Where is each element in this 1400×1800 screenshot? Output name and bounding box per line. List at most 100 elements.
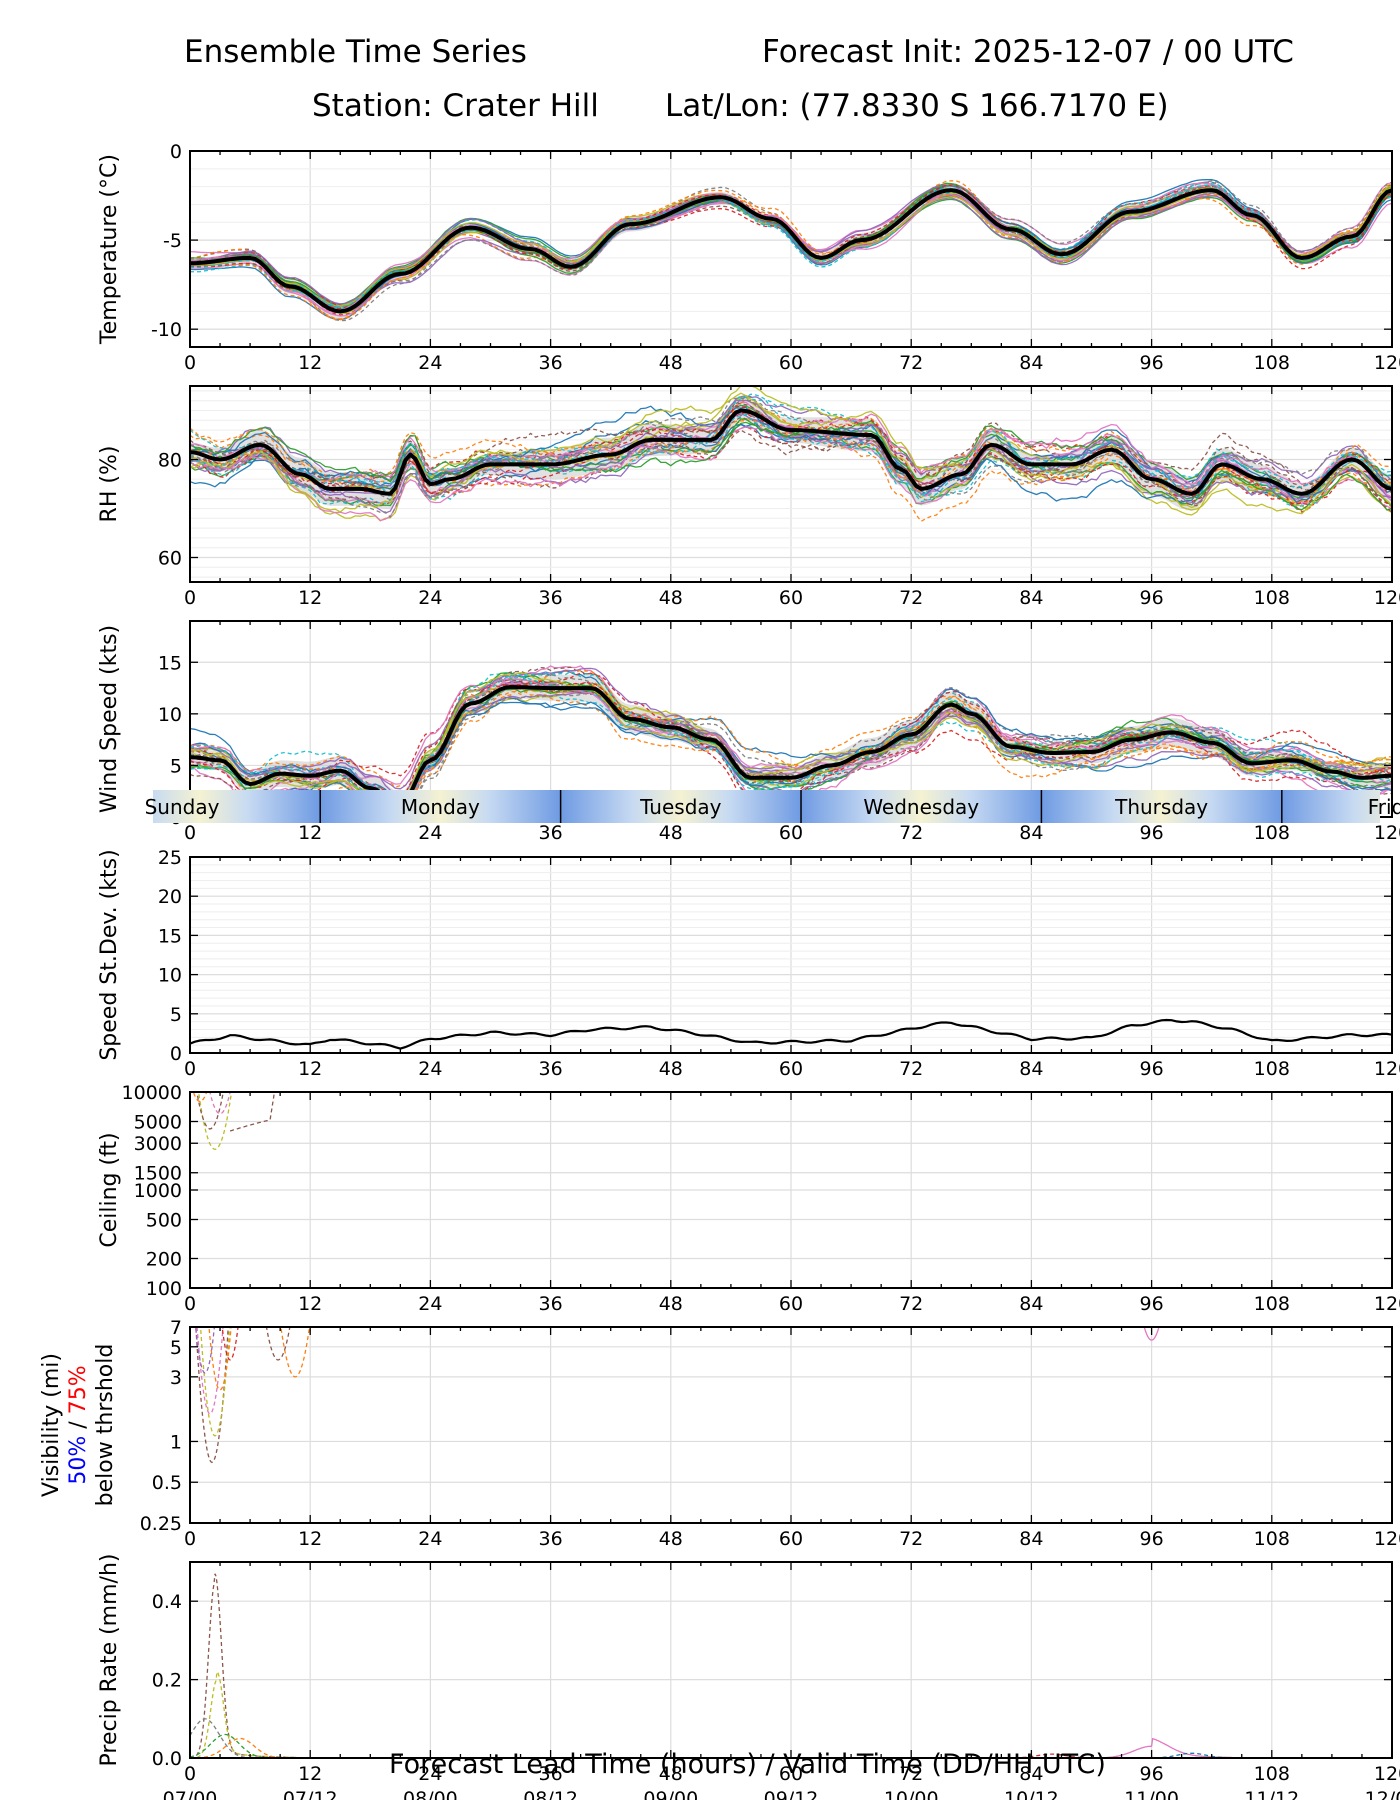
x-tick-label: 11/00 — [1124, 1788, 1179, 1800]
ensemble-mean-line — [190, 408, 1392, 496]
y-axis-label-thresholds: 50% / 75% — [66, 1365, 91, 1484]
forecast-init: Forecast Init: 2025-12-07 / 00 UTC — [762, 34, 1294, 70]
day-band — [1041, 790, 1282, 823]
speed-stdev-line — [190, 1018, 1392, 1050]
x-tick-label: 108 — [1254, 587, 1290, 609]
precip-member — [190, 1718, 285, 1758]
day-label-monday: Monday — [401, 795, 480, 819]
y-tick-label: 60 — [158, 548, 182, 570]
panel-precip: 0 07/00 12 07/12 24 08/00 36 08/12 48 09/00 60 09/1… — [97, 1554, 1400, 1800]
x-axis-label: Forecast Lead Time (hours) / Valid Time … — [389, 1749, 1106, 1780]
plot-area-temperature — [190, 179, 1392, 322]
x-tick-label: 48 — [659, 1763, 683, 1785]
x-tick-label: 36 — [539, 587, 563, 609]
x-tick-label: 72 — [899, 1763, 923, 1785]
y-axis-label: Ceiling (ft) — [97, 1132, 122, 1247]
panel-speed_sd: 0 12 24 36 48 60 72 84 96 108 120 0 5 10 15 20 25 Speed S… — [97, 847, 1400, 1080]
y-tick-label: 15 — [158, 925, 182, 947]
x-tick-label: 60 — [779, 822, 803, 844]
x-tick-label: 24 — [418, 1058, 442, 1080]
ensemble-member — [190, 396, 1392, 508]
day-band — [1281, 790, 1380, 823]
x-tick-label: 48 — [659, 1058, 683, 1080]
x-tick-label: 60 — [779, 1293, 803, 1315]
ensemble-member — [190, 184, 1392, 308]
x-tick-label: 09/12 — [764, 1788, 819, 1800]
spread-band — [190, 674, 1392, 817]
y-axis-label: Visibility (mi) — [39, 1353, 64, 1497]
y-tick-label: 5 — [170, 1337, 182, 1359]
day-band — [153, 790, 321, 823]
day-label-tuesday: Tuesday — [639, 795, 722, 819]
x-tick-label: 84 — [1019, 1058, 1043, 1080]
ensemble-member — [190, 182, 1392, 314]
x-tick-label: 60 — [779, 352, 803, 374]
ensemble-member — [208, 1327, 232, 1391]
y-tick-label: 7 — [170, 1317, 182, 1339]
x-tick-label: 72 — [899, 1528, 923, 1550]
x-tick-label: 08/00 — [403, 1788, 458, 1800]
x-tick-label: 11/12 — [1244, 1788, 1299, 1800]
y-axis-label: Speed St.Dev. (kts) — [97, 849, 122, 1060]
x-tick-label: 96 — [1140, 1293, 1164, 1315]
x-tick-label: 120 — [1374, 1058, 1400, 1080]
ensemble-member — [190, 399, 1392, 514]
x-tick-label: 24 — [418, 822, 442, 844]
x-tick-label: 60 — [779, 1528, 803, 1550]
x-tick-label: 108 — [1254, 352, 1290, 374]
x-tick-label: 96 — [1140, 352, 1164, 374]
x-tick-label: 07/12 — [283, 1788, 338, 1800]
x-tick-label: 108 — [1254, 1058, 1290, 1080]
y-tick-label: 0.4 — [152, 1591, 182, 1613]
ensemble-member — [190, 426, 1392, 513]
x-tick-label: 84 — [1019, 352, 1043, 374]
ensemble-member — [190, 392, 1392, 515]
day-label-thursday: Thursday — [1114, 795, 1208, 819]
x-tick-label: 12 — [298, 352, 322, 374]
x-tick-label: 72 — [899, 822, 923, 844]
y-tick-label: 0.2 — [152, 1670, 182, 1692]
y-tick-label: 200 — [146, 1248, 182, 1270]
x-tick-label: 60 — [779, 587, 803, 609]
x-tick-label: 36 — [539, 1763, 563, 1785]
day-label-sunday: Sunday — [145, 795, 220, 819]
ensemble-member — [190, 399, 1392, 504]
station-name: Station: Crater Hill — [312, 88, 599, 124]
x-tick-label: 48 — [659, 587, 683, 609]
plot-area-rh — [190, 386, 1392, 523]
x-tick-label: 24 — [418, 1293, 442, 1315]
y-tick-label: 80 — [158, 450, 182, 472]
x-tick-label: 96 — [1140, 822, 1164, 844]
y-tick-label: 3 — [170, 1367, 182, 1389]
threshold-50: 50% — [66, 1436, 91, 1485]
y-tick-label: 3000 — [134, 1133, 182, 1155]
x-tick-label: 96 — [1140, 1528, 1164, 1550]
x-tick-label: 72 — [899, 352, 923, 374]
ensemble-member — [190, 421, 1392, 511]
precip-member — [190, 1733, 305, 1758]
x-tick-label: 108 — [1254, 1528, 1290, 1550]
ensemble-member — [190, 416, 1392, 511]
x-tick-label: 120 — [1374, 1763, 1400, 1785]
threshold-sep: / — [66, 1414, 91, 1435]
y-tick-label: 500 — [146, 1210, 182, 1232]
x-tick-label: 84 — [1019, 587, 1043, 609]
x-tick-label: 108 — [1254, 1293, 1290, 1315]
x-tick-label: 10/12 — [1004, 1788, 1059, 1800]
x-tick-label: 12 — [298, 1763, 322, 1785]
x-tick-label: 0 — [184, 352, 196, 374]
x-tick-label: 120 — [1374, 587, 1400, 609]
x-tick-label: 24 — [418, 587, 442, 609]
plot-area-visibility — [194, 1327, 1160, 1464]
chart-title: Ensemble Time Series — [184, 34, 527, 70]
x-tick-label: 84 — [1019, 1763, 1043, 1785]
y-tick-label: 20 — [158, 886, 182, 908]
y-tick-label: 5000 — [134, 1112, 182, 1134]
ensemble-member — [192, 1092, 208, 1103]
y-tick-label: 0.25 — [140, 1513, 182, 1535]
x-tick-label: 120 — [1374, 352, 1400, 374]
panel-rh: 0 12 24 36 48 60 72 84 96 108 120 80 60 RH (%) — [97, 385, 1400, 609]
y-axis-label: RH (%) — [97, 446, 122, 523]
y-tick-label: -10 — [151, 319, 182, 341]
precip-member — [1091, 1737, 1232, 1758]
